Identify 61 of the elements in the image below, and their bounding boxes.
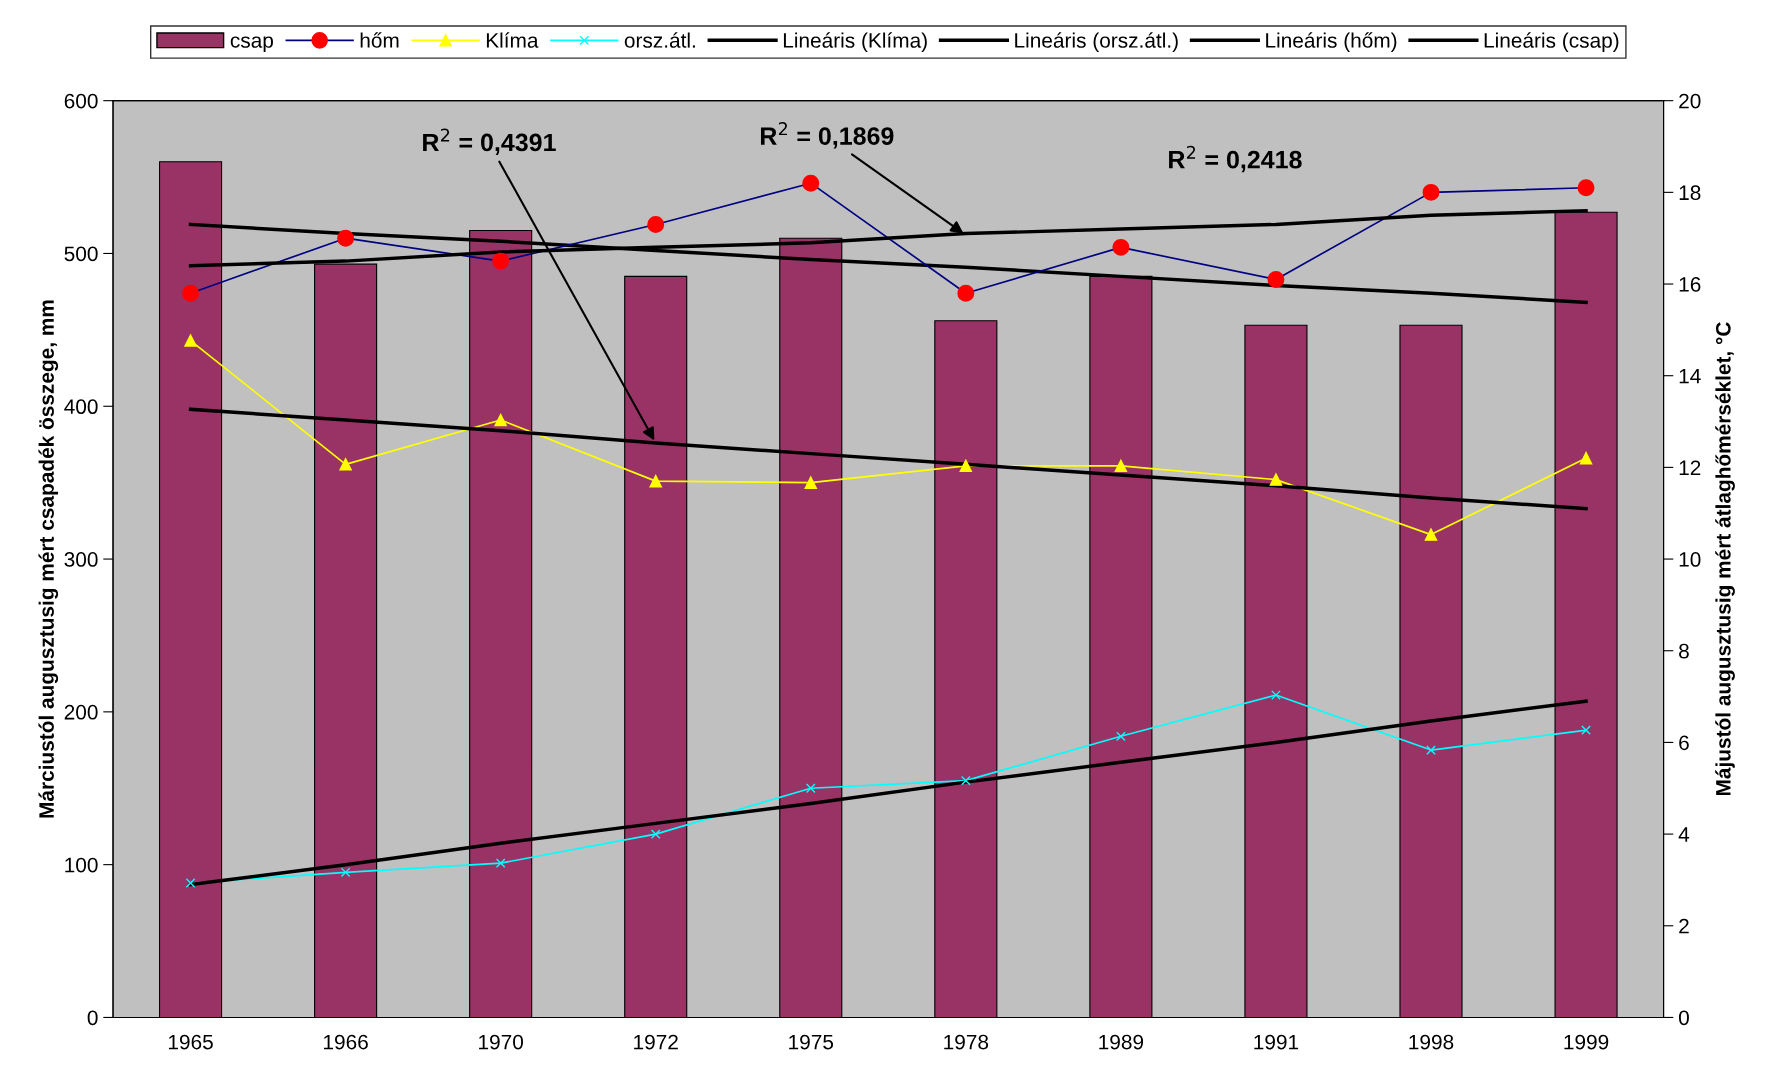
y-tick-label: 200 bbox=[64, 704, 98, 720]
y2-tick-label: 4 bbox=[1678, 827, 1690, 842]
x-tick-label: 1966 bbox=[324, 1034, 368, 1050]
annotation: R$^{2}$ = 0,1869 bbox=[760, 122, 894, 149]
legend-label: Klíma bbox=[486, 32, 539, 48]
x-tick-label: 1989 bbox=[1099, 1034, 1144, 1050]
point bbox=[804, 476, 818, 489]
y-axis-title: Márciustól augusztusig mért csapadék összege, mm bbox=[38, 300, 59, 818]
y2-tick-label: 8 bbox=[1679, 643, 1689, 659]
y-tick-label: 500 bbox=[64, 246, 98, 262]
y2-tick-label: 6 bbox=[1679, 735, 1689, 751]
y2-tick-label: 10 bbox=[1679, 552, 1701, 567]
y2-tick-label: 14 bbox=[1679, 368, 1701, 384]
point bbox=[340, 867, 351, 878]
legend-label: hőm bbox=[360, 32, 399, 48]
x-tick-label: 1970 bbox=[479, 1034, 524, 1050]
point bbox=[1581, 725, 1591, 736]
y2-tick-label: 12 bbox=[1679, 460, 1701, 475]
y2-tick-label: 0 bbox=[1678, 1010, 1689, 1026]
point bbox=[960, 775, 971, 786]
legend-label: Lineáris (Klíma) bbox=[783, 32, 927, 52]
point bbox=[1116, 731, 1126, 742]
x-tick-label: 1998 bbox=[1409, 1034, 1454, 1050]
x-tick-label: 1975 bbox=[789, 1034, 834, 1050]
x-tick-label: 1972 bbox=[634, 1034, 678, 1050]
y-tick-label: 400 bbox=[64, 399, 98, 415]
legend-label: Lineáris (hőm) bbox=[1266, 32, 1397, 52]
annotation: R$^{2}$ = 0,2418 bbox=[1169, 145, 1302, 173]
point bbox=[649, 474, 662, 488]
y2-tick-label: 16 bbox=[1679, 277, 1701, 292]
annotation: R$^{2}$ = 0,4391 bbox=[423, 128, 556, 155]
y-tick-label: 100 bbox=[65, 857, 98, 873]
point bbox=[805, 783, 816, 794]
point bbox=[185, 878, 196, 888]
x-tick-label: 1991 bbox=[1254, 1034, 1299, 1050]
point bbox=[184, 334, 197, 347]
x-tick-label: 1978 bbox=[944, 1034, 989, 1050]
y-tick-label: 600 bbox=[64, 93, 98, 109]
point bbox=[339, 458, 352, 471]
y-tick-label: 0 bbox=[87, 1010, 98, 1026]
point bbox=[495, 858, 506, 868]
point bbox=[1269, 473, 1283, 486]
x-tick-label: 1999 bbox=[1564, 1034, 1609, 1050]
legend-label: orsz.átl. bbox=[624, 32, 695, 48]
point bbox=[1579, 451, 1593, 465]
x-tick-label: 1965 bbox=[168, 1034, 213, 1050]
legend-label: Lineáris (orsz.átl.) bbox=[1015, 32, 1178, 52]
point bbox=[1426, 745, 1436, 755]
y2-axis-title: Májustól augusztusig mért átlaghőmérséklet, °C bbox=[1715, 322, 1735, 796]
legend-label: csap bbox=[230, 36, 273, 52]
point bbox=[1114, 459, 1128, 473]
point bbox=[1424, 528, 1438, 541]
point bbox=[959, 459, 973, 473]
legend-label: Lineáris (csap) bbox=[1484, 32, 1619, 52]
y-tick-label: 300 bbox=[64, 552, 98, 567]
point bbox=[1271, 690, 1281, 700]
point bbox=[650, 829, 661, 839]
y2-tick-label: 20 bbox=[1679, 93, 1701, 109]
y2-tick-label: 2 bbox=[1679, 918, 1689, 934]
point bbox=[494, 413, 507, 427]
y2-tick-label: 18 bbox=[1679, 185, 1701, 201]
